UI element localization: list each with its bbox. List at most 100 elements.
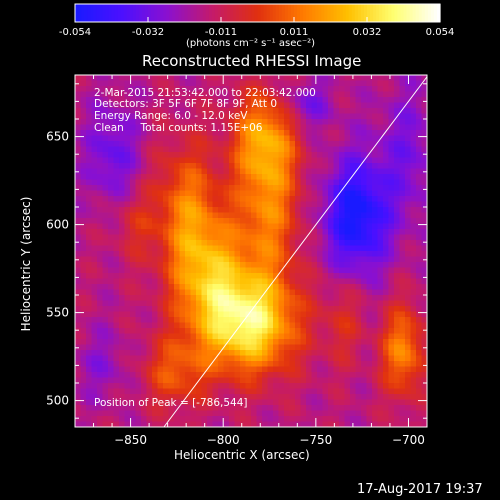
heatmap-cell: [262, 168, 268, 175]
colorbar-segment: [415, 4, 420, 22]
colorbar-segment: [309, 4, 313, 22]
heatmap-cell: [218, 295, 224, 301]
heatmap-cell: [361, 388, 367, 395]
heatmap-cell: [372, 317, 378, 323]
heatmap-cell: [377, 383, 384, 389]
heatmap-cell: [366, 212, 373, 219]
heatmap-cell: [333, 146, 340, 153]
heatmap-cell: [399, 102, 406, 109]
heatmap-cell: [80, 366, 87, 373]
heatmap-cell: [410, 86, 417, 92]
heatmap-cell: [350, 152, 356, 158]
heatmap-cell: [245, 366, 252, 373]
heatmap-cell: [273, 152, 279, 158]
heatmap-cell: [218, 234, 224, 241]
colorbar-segment: [318, 4, 322, 22]
heatmap-cell: [372, 372, 378, 378]
heatmap-cell: [102, 75, 109, 81]
heatmap-cell: [350, 317, 356, 323]
heatmap-cell: [163, 256, 169, 263]
heatmap-cell: [267, 355, 274, 362]
heatmap-cell: [300, 256, 307, 263]
heatmap-cell: [168, 339, 175, 345]
heatmap-cell: [328, 80, 334, 87]
heatmap-cell: [146, 350, 153, 356]
heatmap-cell: [377, 190, 384, 197]
heatmap-cell: [372, 146, 378, 153]
heatmap-cell: [234, 223, 241, 230]
heatmap-cell: [295, 108, 301, 114]
heatmap-cell: [135, 163, 142, 169]
heatmap-cell: [311, 86, 318, 92]
heatmap-cell: [102, 267, 109, 274]
heatmap-cell: [113, 86, 120, 92]
colorbar-segment: [221, 4, 225, 22]
heatmap-cell: [361, 179, 367, 186]
heatmap-cell: [157, 240, 164, 246]
heatmap-cell: [245, 113, 252, 120]
heatmap-cell: [344, 91, 351, 98]
heatmap-cell: [350, 311, 356, 318]
heatmap-cell: [75, 97, 81, 103]
heatmap-cell: [97, 344, 103, 351]
heatmap-cell: [234, 86, 241, 92]
heatmap-cell: [97, 372, 103, 378]
heatmap-cell: [146, 240, 153, 246]
heatmap-cell: [201, 410, 208, 417]
heatmap-cell: [377, 141, 384, 147]
heatmap-cell: [405, 350, 411, 356]
heatmap-cell: [185, 163, 191, 169]
heatmap-cell: [212, 163, 219, 169]
heatmap-cell: [212, 328, 219, 334]
heatmap-cell: [163, 388, 169, 395]
heatmap-cell: [201, 141, 208, 147]
heatmap-cell: [383, 119, 389, 125]
heatmap-cell: [355, 416, 362, 422]
heatmap-cell: [328, 108, 334, 114]
colorbar-segment: [284, 4, 289, 22]
heatmap-cell: [394, 311, 400, 318]
heatmap-cell: [416, 372, 422, 378]
heatmap-cell: [185, 152, 191, 158]
heatmap-cell: [421, 234, 428, 241]
heatmap-cell: [130, 174, 136, 180]
heatmap-cell: [311, 328, 318, 334]
heatmap-cell: [306, 416, 312, 422]
heatmap-cell: [229, 421, 235, 428]
heatmap-cell: [113, 306, 120, 312]
heatmap-cell: [141, 278, 147, 285]
heatmap-cell: [201, 278, 208, 285]
heatmap-cell: [300, 306, 307, 312]
heatmap-cell: [97, 124, 103, 131]
heatmap-cell: [146, 168, 153, 175]
heatmap-cell: [322, 289, 329, 296]
heatmap-cell: [201, 328, 208, 334]
heatmap-cell: [80, 284, 87, 290]
heatmap-cell: [355, 91, 362, 98]
heatmap-cell: [333, 416, 340, 422]
heatmap-cell: [421, 163, 428, 169]
heatmap-cell: [174, 300, 180, 307]
heatmap-cell: [339, 108, 345, 114]
heatmap-cell: [102, 86, 109, 92]
heatmap-cell: [196, 212, 202, 219]
heatmap-cell: [190, 306, 197, 312]
heatmap-cell: [229, 278, 235, 285]
heatmap-cell: [135, 306, 142, 312]
heatmap-cell: [218, 190, 224, 197]
heatmap-cell: [124, 399, 131, 406]
heatmap-cell: [267, 157, 274, 164]
heatmap-cell: [163, 223, 169, 230]
heatmap-cell: [97, 284, 103, 290]
heatmap-cell: [350, 284, 356, 290]
heatmap-cell: [135, 196, 142, 202]
heatmap-cell: [146, 322, 153, 329]
heatmap-cell: [201, 317, 208, 323]
heatmap-cell: [317, 234, 323, 241]
heatmap-cell: [366, 350, 373, 356]
heatmap-cell: [168, 163, 175, 169]
heatmap-cell: [350, 113, 356, 120]
heatmap-cell: [212, 168, 219, 175]
heatmap-cell: [300, 361, 307, 367]
heatmap-cell: [163, 289, 169, 296]
